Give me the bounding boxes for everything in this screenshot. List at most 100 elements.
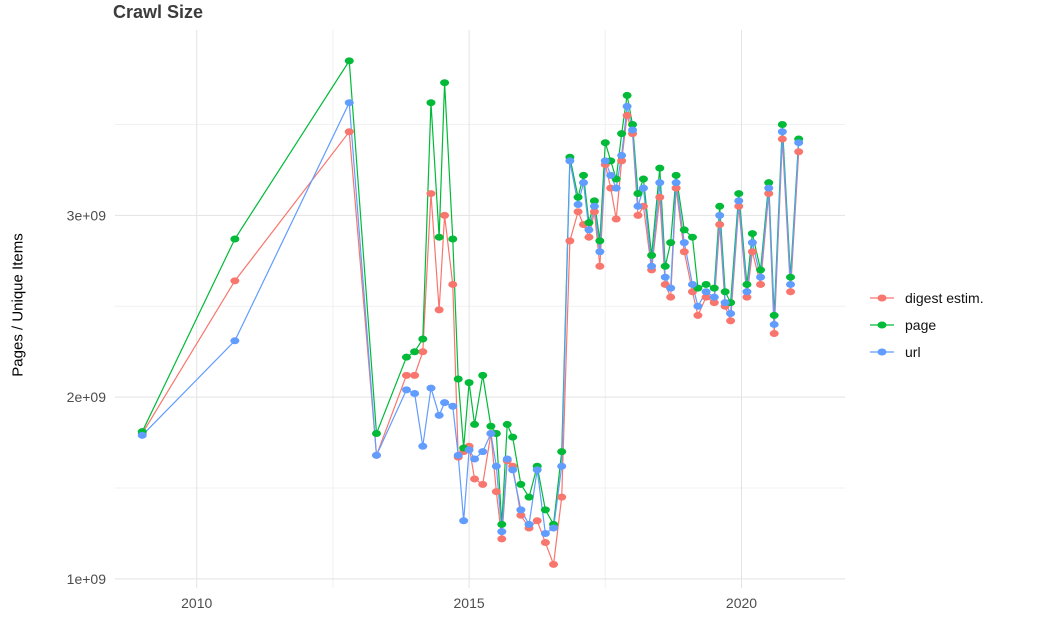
data-point xyxy=(508,433,518,441)
y-tick-label: 3e+09 xyxy=(67,207,107,223)
data-point xyxy=(440,211,450,219)
data-point xyxy=(557,462,567,470)
data-point xyxy=(617,151,627,159)
data-point xyxy=(478,480,488,488)
data-point xyxy=(595,237,605,245)
data-point xyxy=(453,451,463,459)
data-point xyxy=(540,539,550,547)
data-point xyxy=(734,197,744,205)
y-tick-label: 1e+09 xyxy=(67,571,107,587)
data-point xyxy=(764,184,774,192)
legend-key-icon xyxy=(870,348,894,356)
data-point xyxy=(777,121,787,129)
data-point xyxy=(756,273,766,281)
data-point xyxy=(573,200,583,208)
data-point xyxy=(769,311,779,319)
x-tick-label: 2010 xyxy=(181,595,212,611)
data-point xyxy=(595,248,605,256)
data-point xyxy=(633,202,643,210)
data-point xyxy=(579,171,589,179)
data-point xyxy=(769,320,779,328)
data-point xyxy=(579,179,589,187)
data-point xyxy=(344,128,354,136)
chart-title: Crawl Size xyxy=(113,2,204,22)
legend-label: url xyxy=(905,344,921,360)
data-point xyxy=(478,371,488,379)
data-point xyxy=(557,448,567,456)
y-tick-label: 2e+09 xyxy=(67,389,107,405)
data-point xyxy=(434,233,444,241)
data-point xyxy=(647,262,657,270)
data-point xyxy=(426,99,436,107)
data-point xyxy=(666,239,676,247)
data-point xyxy=(470,455,480,463)
data-point xyxy=(622,91,632,99)
data-point xyxy=(491,488,501,496)
data-point xyxy=(709,284,719,292)
data-point xyxy=(794,139,804,147)
legend-label: digest estim. xyxy=(905,290,984,306)
data-point xyxy=(532,466,542,474)
data-point xyxy=(459,517,469,525)
data-point xyxy=(470,475,480,483)
data-point xyxy=(600,139,610,147)
data-point xyxy=(701,293,711,301)
data-point xyxy=(671,184,681,192)
data-point xyxy=(666,284,676,292)
data-point xyxy=(584,219,594,227)
data-point xyxy=(726,310,736,318)
data-point xyxy=(693,302,703,310)
data-point xyxy=(508,466,518,474)
legend-key-icon xyxy=(870,294,894,302)
data-point xyxy=(764,190,774,198)
data-point xyxy=(557,493,567,501)
data-point xyxy=(701,280,711,288)
data-point xyxy=(410,348,420,356)
data-point xyxy=(747,230,757,238)
data-point xyxy=(516,480,526,488)
data-point xyxy=(584,226,594,234)
data-point xyxy=(786,288,796,296)
data-point xyxy=(401,386,411,394)
data-point xyxy=(426,190,436,198)
data-point xyxy=(549,560,559,568)
data-point xyxy=(638,175,648,183)
data-point xyxy=(747,239,757,247)
data-point xyxy=(655,193,665,201)
data-point xyxy=(666,293,676,301)
data-point xyxy=(418,442,428,450)
data-point xyxy=(371,451,381,459)
data-point xyxy=(647,251,657,259)
legend-item: digest estim. xyxy=(868,290,984,306)
data-point xyxy=(777,128,787,136)
data-point xyxy=(679,248,689,256)
data-point xyxy=(715,220,725,228)
data-point xyxy=(747,248,757,256)
data-point xyxy=(434,411,444,419)
data-point xyxy=(734,190,744,198)
data-point xyxy=(628,126,638,134)
data-point xyxy=(764,179,774,187)
data-point xyxy=(742,293,752,301)
data-point xyxy=(418,348,428,356)
data-point xyxy=(742,288,752,296)
data-point xyxy=(709,299,719,307)
data-point xyxy=(756,280,766,288)
x-tick-label: 2020 xyxy=(726,595,757,611)
data-point xyxy=(687,233,697,241)
data-point xyxy=(371,430,381,438)
data-point xyxy=(693,311,703,319)
data-point xyxy=(524,493,534,501)
data-point xyxy=(502,420,512,428)
data-point xyxy=(679,226,689,234)
data-point xyxy=(589,208,599,216)
data-point xyxy=(524,520,534,528)
data-point xyxy=(720,299,730,307)
data-point xyxy=(401,353,411,361)
data-point xyxy=(540,529,550,537)
data-point xyxy=(137,431,147,439)
data-point xyxy=(660,273,670,281)
data-point xyxy=(617,157,627,165)
